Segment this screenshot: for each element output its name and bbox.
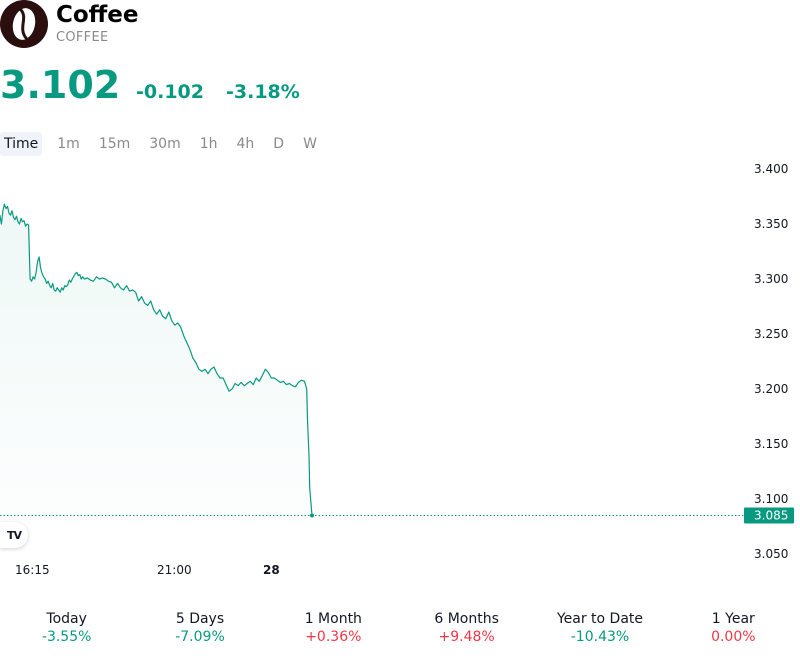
last-price-badge <box>744 507 794 524</box>
interval-tab-d[interactable]: D <box>273 136 285 152</box>
y-axis-tick: 3.350 <box>754 217 788 231</box>
interval-tab-4h[interactable]: 4h <box>236 136 255 152</box>
performance-value: -3.55% <box>41 629 92 645</box>
price-area-fill <box>0 204 312 516</box>
performance-1-year[interactable]: 1 Year 0.00% <box>667 610 800 650</box>
interval-tab-15m[interactable]: 15m <box>98 136 131 152</box>
symbol-name: Coffee <box>56 2 139 28</box>
performance-bar: Today -3.55% 5 Days -7.09% 1 Month +0.36% 6 Mo… <box>0 610 800 650</box>
y-axis-tick: 3.250 <box>754 327 788 341</box>
price-chart[interactable]: 3.400 3.350 3.300 3.250 3.200 3.150 3.100 3.050… <box>0 158 800 577</box>
coffee-bean-logo <box>0 0 48 48</box>
performance-value: +0.36% <box>305 629 362 645</box>
y-axis-tick: 3.200 <box>754 382 788 396</box>
x-axis-tick: 28 <box>263 563 280 577</box>
performance-5-days[interactable]: 5 Days -7.09% <box>133 610 266 650</box>
x-axis-tick: 21:00 <box>157 563 192 577</box>
y-axis-tick: 3.100 <box>754 492 788 506</box>
interval-tab-1m[interactable]: 1m <box>57 136 80 152</box>
y-axis-tick: 3.150 <box>754 437 788 451</box>
performance-value: -7.09% <box>175 629 225 645</box>
price-line <box>0 203 313 516</box>
symbol-ticker: COFFEE <box>56 30 109 45</box>
y-axis-tick: 3.300 <box>754 272 788 286</box>
performance-label: Year to Date <box>556 611 643 627</box>
y-axis-tick: 3.400 <box>754 162 788 176</box>
performance-today[interactable]: Today -3.55% <box>0 610 133 650</box>
interval-tab-30m[interactable]: 30m <box>149 136 181 152</box>
performance-value: +9.48% <box>438 629 495 645</box>
interval-tab-1h[interactable]: 1h <box>199 136 218 152</box>
chart-svg: 3.400 3.350 3.300 3.250 3.200 3.150 3.100 3.050… <box>0 162 794 577</box>
price-change: -0.102 <box>136 81 204 103</box>
performance-1-month[interactable]: 1 Month +0.36% <box>267 610 400 650</box>
symbol-header: Coffee COFFEE <box>0 0 400 50</box>
performance-label: 1 Year <box>711 611 755 627</box>
performance-label: 5 Days <box>175 611 225 627</box>
performance-year-to-date[interactable]: Year to Date -10.43% <box>533 610 666 650</box>
performance-value: -10.43% <box>570 629 630 645</box>
performance-label: Today <box>46 611 87 627</box>
performance-value: 0.00% <box>711 629 756 645</box>
interval-selector: Time 1m 15m 30m 1h 4h D W <box>0 132 332 156</box>
interval-tab-w[interactable]: W <box>303 136 317 152</box>
price-change-percent: -3.18% <box>226 81 300 103</box>
last-price-dot <box>310 513 314 518</box>
last-price-badge-label: 3.085 <box>754 509 788 523</box>
performance-label: 6 Months <box>434 611 499 627</box>
performance-6-months[interactable]: 6 Months +9.48% <box>400 610 533 650</box>
interval-tab-time[interactable]: Time <box>0 132 43 156</box>
performance-label: 1 Month <box>304 611 362 627</box>
y-axis-tick: 3.050 <box>754 547 788 561</box>
tradingview-logo[interactable]: TV <box>0 522 28 548</box>
last-price: 3.102 <box>0 63 121 107</box>
x-axis-tick: 16:15 <box>15 563 50 577</box>
